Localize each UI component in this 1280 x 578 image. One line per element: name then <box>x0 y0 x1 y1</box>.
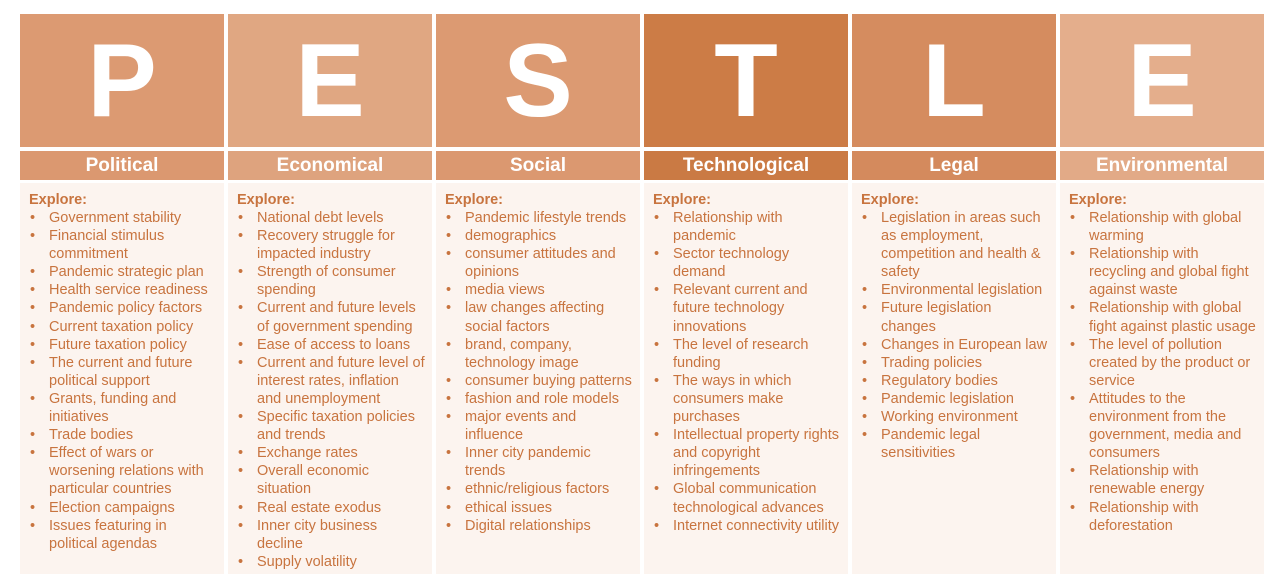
factor-item: Sector technology demand <box>653 245 842 281</box>
factor-item: Recovery struggle for impacted industry <box>237 227 426 263</box>
factor-item: ethical issues <box>445 499 634 517</box>
explore-heading: Explore: <box>653 192 712 208</box>
factor-item: Grants, funding and initiatives <box>29 390 218 426</box>
factor-item: National debt levels <box>237 209 426 227</box>
factor-item: law changes affecting social factors <box>445 299 634 335</box>
factor-item: Effect of wars or worsening relations wi… <box>29 444 218 498</box>
factor-item: Pandemic strategic plan <box>29 263 218 281</box>
factor-item: Relationship with pandemic <box>653 209 842 245</box>
column-title: Economical <box>228 151 432 180</box>
factor-item: Financial stimulus commitment <box>29 227 218 263</box>
factor-item: Trading policies <box>861 354 1050 372</box>
column-body: Explore:Relationship with pandemicSector… <box>644 183 848 574</box>
factor-item: Supply volatility <box>237 553 426 571</box>
factor-item: Pandemic legal sensitivities <box>861 426 1050 462</box>
factor-list: Legislation in areas such as employment,… <box>861 209 1050 462</box>
factor-item: Attitudes to the environment from the go… <box>1069 390 1258 462</box>
factor-item: Health service readiness <box>29 281 218 299</box>
column-title: Social <box>436 151 640 180</box>
factor-item: Future taxation policy <box>29 336 218 354</box>
factor-item: Relationship with global fight against p… <box>1069 299 1258 335</box>
factor-item: ethnic/religious factors <box>445 480 634 498</box>
factor-item: Pandemic lifestyle trends <box>445 209 634 227</box>
column-social: S Social Explore:Pandemic lifestyle trends… <box>436 14 640 574</box>
factor-item: Trade bodies <box>29 426 218 444</box>
column-technological: T Technological Explore:Relationship with … <box>644 14 848 574</box>
column-political: P Political Explore:Government stabilityFi… <box>20 14 224 574</box>
factor-list: Relationship with global warmingRelation… <box>1069 209 1258 535</box>
column-title: Technological <box>644 151 848 180</box>
explore-heading: Explore: <box>237 192 296 208</box>
explore-heading: Explore: <box>29 192 88 208</box>
factor-item: Environmental legislation <box>861 281 1050 299</box>
column-title: Political <box>20 151 224 180</box>
factor-item: Legislation in areas such as employment,… <box>861 209 1050 281</box>
factor-item: Relationship with recycling and global f… <box>1069 245 1258 299</box>
column-letter: E <box>228 14 432 147</box>
explore-heading: Explore: <box>1069 192 1128 208</box>
factor-item: Inner city pandemic trends <box>445 444 634 480</box>
column-body: Explore:Pandemic lifestyle trendsdemogra… <box>436 183 640 574</box>
factor-item: Working environment <box>861 408 1050 426</box>
column-body: Explore:Legislation in areas such as emp… <box>852 183 1056 574</box>
factor-item: Issues featuring in political agendas <box>29 517 218 553</box>
factor-item: Internet connectivity utility <box>653 517 842 535</box>
factor-item: Ease of access to loans <box>237 336 426 354</box>
factor-item: Regulatory bodies <box>861 372 1050 390</box>
factor-item: Pandemic policy factors <box>29 299 218 317</box>
factor-item: consumer attitudes and opinions <box>445 245 634 281</box>
factor-item: Overall economic situation <box>237 462 426 498</box>
factor-list: National debt levelsRecovery struggle fo… <box>237 209 426 571</box>
explore-heading: Explore: <box>445 192 504 208</box>
factor-item: brand, company, technology image <box>445 336 634 372</box>
factor-item: The level of research funding <box>653 336 842 372</box>
factor-item: Relationship with deforestation <box>1069 499 1258 535</box>
factor-list: Relationship with pandemicSector technol… <box>653 209 842 535</box>
factor-item: fashion and role models <box>445 390 634 408</box>
column-title: Legal <box>852 151 1056 180</box>
factor-item: media views <box>445 281 634 299</box>
factor-item: consumer buying patterns <box>445 372 634 390</box>
factor-item: Government stability <box>29 209 218 227</box>
factor-item: The level of pollution created by the pr… <box>1069 336 1258 390</box>
factor-item: Inner city business decline <box>237 517 426 553</box>
factor-item: Pandemic legislation <box>861 390 1050 408</box>
factor-list: Pandemic lifestyle trendsdemographicscon… <box>445 209 634 535</box>
factor-item: Strength of consumer spending <box>237 263 426 299</box>
column-letter: P <box>20 14 224 147</box>
factor-item: Current taxation policy <box>29 318 218 336</box>
column-legal: L Legal Explore:Legislation in areas such … <box>852 14 1056 574</box>
factor-item: Exchange rates <box>237 444 426 462</box>
factor-item: Digital relationships <box>445 517 634 535</box>
factor-item: Future legislation changes <box>861 299 1050 335</box>
factor-item: major events and influence <box>445 408 634 444</box>
factor-item: Election campaigns <box>29 499 218 517</box>
column-letter: T <box>644 14 848 147</box>
column-body: Explore:Government stabilityFinancial st… <box>20 183 224 574</box>
factor-item: Specific taxation policies and trends <box>237 408 426 444</box>
factor-list: Government stabilityFinancial stimulus c… <box>29 209 218 553</box>
column-letter: L <box>852 14 1056 147</box>
column-body: Explore:Relationship with global warming… <box>1060 183 1264 574</box>
factor-item: Current and future level of interest rat… <box>237 354 426 408</box>
column-body: Explore:National debt levelsRecovery str… <box>228 183 432 574</box>
factor-item: demographics <box>445 227 634 245</box>
column-letter: S <box>436 14 640 147</box>
factor-item: Relevant current and future technology i… <box>653 281 842 335</box>
factor-item: Relationship with renewable energy <box>1069 462 1258 498</box>
factor-item: Real estate exodus <box>237 499 426 517</box>
explore-heading: Explore: <box>861 192 920 208</box>
factor-item: Global communication technological advan… <box>653 480 842 516</box>
factor-item: Changes in European law <box>861 336 1050 354</box>
factor-item: The current and future political support <box>29 354 218 390</box>
factor-item: Intellectual property rights and copyrig… <box>653 426 842 480</box>
column-letter: E <box>1060 14 1264 147</box>
factor-item: The ways in which consumers make purchas… <box>653 372 842 426</box>
factor-item: Current and future levels of government … <box>237 299 426 335</box>
factor-item: Relationship with global warming <box>1069 209 1258 245</box>
column-title: Environmental <box>1060 151 1264 180</box>
